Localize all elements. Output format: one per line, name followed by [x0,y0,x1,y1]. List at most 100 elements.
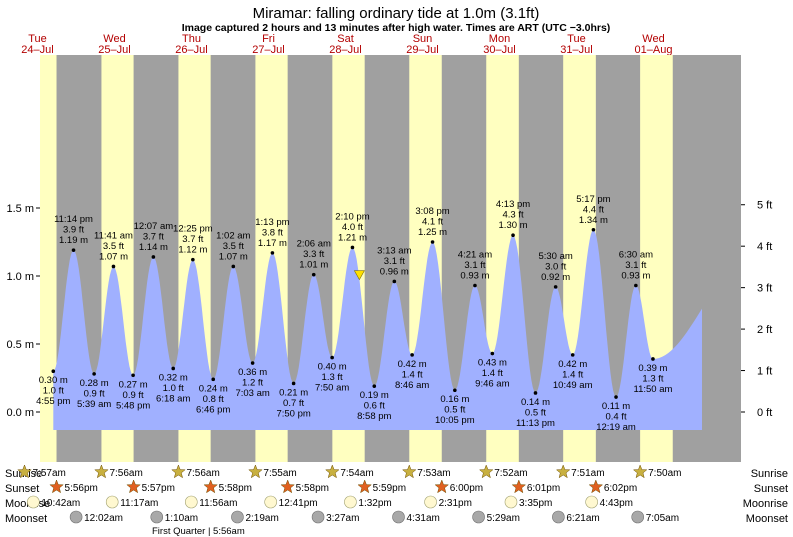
tide-extreme-point [131,373,135,378]
moonrise-icon [105,495,119,509]
sunrise-icon [248,464,263,479]
tide-extreme-label: 12:07 am [134,221,174,232]
day-name-label: Tue [28,33,47,45]
day-header: Tue24–JulWed25–JulThu26–JulFri27–JulSat2… [21,33,672,56]
moonset-icon [631,510,645,524]
chart-subtitle: Image captured 2 hours and 13 minutes af… [182,22,611,34]
tide-extreme-label: 1.0 ft [43,386,64,397]
tide-extreme-label: 4:55 pm [36,396,70,407]
tide-extreme-label: 8:46 am [395,380,429,391]
moonrise-time: 11:56am [199,498,237,509]
moonrise-icon [27,495,40,509]
day-name-label: Mon [489,33,510,45]
plot-area [40,55,741,462]
tide-extreme-label: 1.25 m [418,227,447,238]
tide-extreme-point [651,357,655,361]
tide-extreme-point [430,240,435,244]
sunrise-time: 7:53am [417,468,450,479]
moonset-icon [472,510,485,524]
tide-extreme-label: 3.1 ft [625,260,646,271]
moonset-time: 1:10am [165,513,198,524]
tide-extreme-label: 11:50 am [634,384,673,395]
tide-extreme-label: 5:39 am [77,399,111,410]
tide-extreme-label: 2:06 am [297,239,331,250]
tide-extreme-label: 4:13 pm [496,199,530,210]
right-tick-label: 3 ft [757,283,772,295]
sunset-icon [126,479,141,494]
daylight-band [40,55,57,462]
tide-extreme-label: 3.1 ft [384,256,405,267]
right-tick-label: 0 ft [757,407,772,419]
tide-extreme-point [410,353,414,357]
moonrise-time: 10:42am [41,498,80,509]
tide-extreme-label: 0.39 m [638,363,667,374]
left-tick-label: 0.0 m [6,407,34,419]
tide-extreme-label: 3.1 ft [464,260,485,271]
tide-extreme-label: 0.28 m [80,378,109,389]
moonrise-time: 1:32pm [358,498,391,509]
sunset-time: 6:00pm [450,483,483,494]
tide-extreme-label: 3.3 ft [303,249,324,260]
tide-extreme-point [350,245,355,250]
moonrise-icon [184,495,198,509]
moonset-time: 5:29am [487,513,520,524]
sunrise-icon [171,464,186,479]
sunset-time: 6:02pm [604,483,637,494]
tide-extreme-point [533,391,538,395]
sunrise-time: 7:51am [571,468,604,479]
moonset-time: 4:31am [407,513,440,524]
tide-extreme-point [591,227,596,232]
sunrise-icon [632,464,648,479]
tide-extreme-label: 0.16 m [440,394,469,405]
tide-extreme-label: 3.5 ft [223,241,244,252]
tide-extreme-label: 1:13 pm [255,217,289,228]
row-label-sunrise-right: Sunrise [751,468,788,480]
tide-extreme-label: 0.14 m [521,397,550,408]
tide-extreme-point [171,366,176,371]
tide-extreme-label: 1.07 m [219,251,248,262]
moonset-icon [69,510,83,524]
tide-extreme-label: 3.7 ft [143,231,164,242]
tide-extreme-label: 0.21 m [279,387,308,398]
sunrise-icon [17,464,32,479]
day-name-label: Wed [642,33,664,45]
right-axis-feet: 0 ft 1 ft 2 ft 3 ft 4 ft 5 ft [741,200,772,419]
sunrise-time: 7:55am [263,468,296,479]
tide-extreme-label: 0.32 m [159,372,188,383]
tide-area [53,229,703,430]
day-name-label: Fri [262,33,275,45]
tide-extreme-label: 0.36 m [238,367,267,378]
row-label-moonset-left: Moonset [5,513,47,525]
left-tick-label: 0.5 m [6,339,34,351]
day-date-label: 26–Jul [175,44,207,56]
left-tick-label: 1.0 m [6,271,34,283]
moonset-icon [231,510,244,524]
moonset-time: 12:02am [84,513,123,524]
tide-extreme-point [453,388,457,393]
tide-extreme-label: 11:41 am [94,230,133,241]
tide-extreme-point [211,377,216,382]
tide-extreme-label: 4:21 am [458,250,492,261]
tide-extreme-point [372,384,377,388]
sunrise-time: 7:56am [109,468,142,479]
day-name-label: Tue [567,33,586,45]
moonrise-icon [504,495,518,509]
tide-extreme-point [231,264,236,269]
tide-extreme-point [291,381,296,386]
tide-extreme-label: 1.3 ft [322,372,343,383]
tide-extreme-label: 0.7 ft [283,398,304,409]
tide-extreme-label: 4.1 ft [422,217,443,228]
sunset-time: 5:56pm [65,483,98,494]
tide-extreme-label: 0.9 ft [123,390,144,401]
tide-extreme-label: 1.4 ft [562,369,583,380]
tide-extreme-label: 1.3 ft [642,373,663,384]
day-date-label: 31–Jul [560,44,592,56]
row-label-moonset-right: Moonset [746,513,788,525]
tide-extreme-label: 7:03 am [235,388,269,399]
tide-extreme-label: 5:48 pm [116,400,150,411]
tide-extreme-label: 5:30 am [538,251,572,262]
sunset-time: 5:58pm [219,483,252,494]
current-tide-marker [353,270,365,281]
tide-extreme-label: 1.07 m [99,251,128,262]
